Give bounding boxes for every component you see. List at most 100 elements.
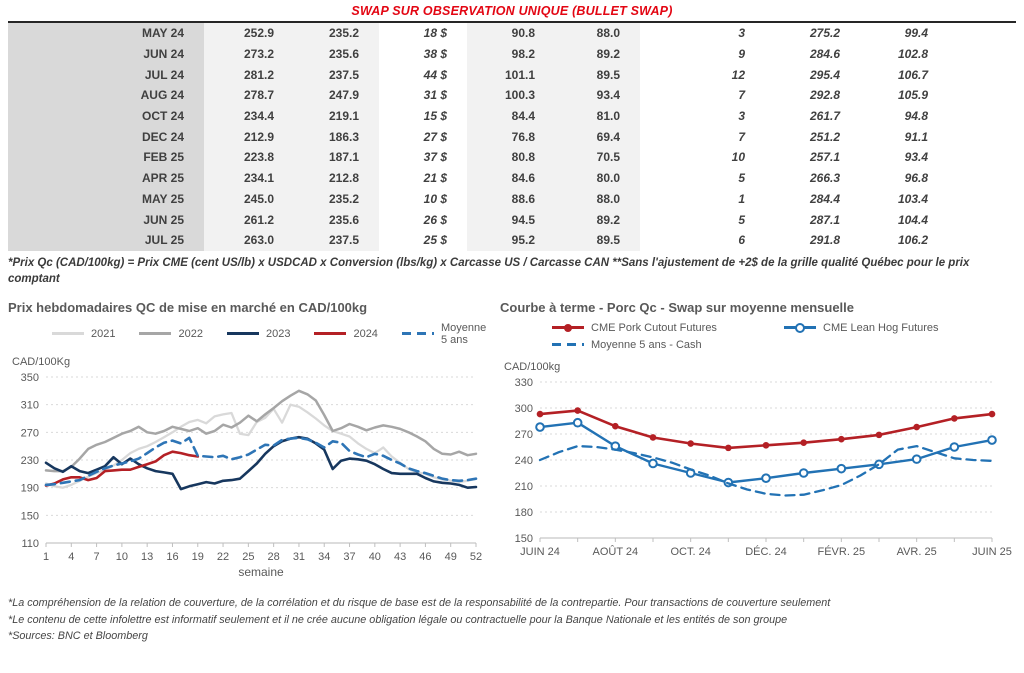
filler-cell	[948, 22, 1016, 44]
series-2022	[44, 389, 478, 473]
value-cell: 106.2	[897, 233, 928, 248]
data-point-marker	[761, 473, 771, 483]
x-tick-label: JUIN 24	[520, 546, 560, 558]
value-cell: 235.2	[294, 22, 379, 44]
value-cell: 6	[738, 233, 745, 248]
value-cell: 252.9	[204, 22, 294, 44]
month-cell: JUL 24	[8, 64, 204, 86]
value-cell: 37 $	[423, 150, 447, 165]
value-cell: 10 $	[423, 191, 447, 206]
legend-row: CME Pork Cutout Futures CME Lean Hog Futu…	[552, 322, 1016, 334]
value-cell: 223.8	[204, 147, 294, 168]
value-cell: 93.4	[904, 150, 928, 165]
weekly-price-chart-svg: CAD/100Kg 110 150 190 230 270 310 350 1 4 7 10 13 16 1…	[12, 356, 482, 579]
data-point-marker	[762, 441, 770, 449]
month-cell: FEB 25	[8, 147, 204, 168]
value-cell: 27 $	[423, 129, 447, 144]
forward-curve-chart-svg: CAD/100kg 150 180 210 240 270 300 330 JUIN 24 AOÛ…	[504, 361, 1012, 558]
value-cell: 88.0	[555, 188, 640, 210]
value-cell: 284.6	[809, 47, 840, 62]
charts-row: Prix hebdomadaires QC de mise en marché …	[8, 300, 1016, 583]
value-cell: 284.4	[809, 191, 840, 206]
series-2024	[44, 450, 200, 487]
data-point-marker	[988, 410, 996, 418]
value-cell: 80.8	[467, 147, 555, 168]
x-tick-label: 19	[192, 551, 204, 563]
value-cell: 10	[731, 150, 745, 165]
document-title: SWAP SUR OBSERVATION UNIQUE (BULLET SWAP…	[351, 4, 673, 18]
value-cell: 234.4	[204, 105, 294, 127]
value-cell: 26 $	[423, 212, 447, 227]
value-cell: 212.9	[204, 126, 294, 148]
month-cell: MAY 25	[8, 188, 204, 210]
weekly-price-chart: Prix hebdomadaires QC de mise en marché …	[8, 300, 494, 583]
data-point-marker	[800, 439, 807, 446]
value-cell: 295.4	[809, 67, 840, 82]
value-cell: 91.1	[904, 129, 928, 144]
data-point-marker	[725, 444, 732, 452]
value-cell: 98.2	[467, 43, 555, 65]
value-cell: 235.6	[294, 43, 379, 65]
value-cell: 88.0	[555, 22, 640, 44]
value-cell: 90.8	[467, 22, 555, 44]
value-cell: 100.3	[467, 85, 555, 106]
forward-chart-legend: CME Pork Cutout Futures CME Lean Hog Futu…	[500, 322, 1016, 356]
value-cell: 38 $	[423, 47, 447, 62]
value-cell: 80.0	[555, 167, 640, 189]
data-point-marker	[987, 435, 997, 445]
value-cell: 237.5	[294, 64, 379, 86]
table-row: APR 25 234.1 212.8 21 $ 84.6 80.0 5 266.3 96.8	[8, 167, 1016, 189]
legend-label: CME Lean Hog Futures	[823, 321, 939, 334]
x-tick-label: DÉC. 24	[745, 545, 787, 558]
value-cell: 12	[731, 67, 745, 82]
y-axis-title: CAD/100kg	[504, 361, 560, 373]
x-tick-label: 43	[394, 551, 406, 563]
legend-label: 2021	[91, 327, 116, 340]
x-tick-label: 46	[419, 551, 431, 563]
dashed-line-swatch-icon	[552, 340, 584, 349]
value-cell: 187.1	[294, 147, 379, 168]
bottom-notes: *La compréhension de la relation de couv…	[8, 595, 1016, 645]
line-swatch-icon	[139, 329, 172, 338]
filler-cell	[948, 126, 1016, 148]
y-tick-label: 190	[21, 483, 39, 495]
data-point-marker	[911, 454, 922, 464]
line-swatch-icon	[314, 329, 347, 338]
newsletter-page: SWAP SUR OBSERVATION UNIQUE (BULLET SWAP…	[8, 4, 1016, 645]
value-cell: 18 $	[423, 26, 447, 41]
value-cell: 70.5	[555, 147, 640, 168]
x-tick-label: FÉVR. 25	[817, 545, 865, 558]
filler-cell	[948, 147, 1016, 168]
x-tick-label: 16	[166, 551, 178, 563]
y-tick-label: 210	[515, 481, 533, 493]
legend-item-2022: 2022	[139, 328, 203, 340]
value-cell: 278.7	[204, 85, 294, 106]
value-cell: 3	[738, 26, 745, 41]
value-cell: 7	[738, 129, 745, 144]
legend-row: 2021 2022 2023 2024 Moyenne 5 ans	[52, 322, 494, 346]
x-tick-label: 1	[43, 551, 49, 563]
x-tick-label: 7	[94, 551, 100, 563]
open-marker-icon	[795, 322, 805, 333]
filler-cell	[948, 43, 1016, 65]
value-cell: 234.1	[204, 167, 294, 189]
month-cell: JUL 25	[8, 229, 204, 251]
month-cell: JUN 25	[8, 209, 204, 230]
y-tick-label: 110	[21, 538, 39, 550]
data-point-marker	[649, 434, 657, 441]
value-cell: 261.7	[809, 109, 840, 124]
value-cell: 44 $	[423, 67, 447, 82]
value-cell: 292.8	[809, 88, 840, 103]
weekly-chart-legend: 2021 2022 2023 2024 Moyenne 5 ans	[8, 322, 494, 351]
forward-chart-title: Courbe à terme - Porc Qc - Swap sur moye…	[500, 299, 854, 315]
value-cell: 31 $	[423, 88, 447, 103]
data-point-marker	[875, 431, 883, 439]
value-cell: 219.1	[294, 105, 379, 127]
month-cell: DEC 24	[8, 126, 204, 148]
data-point-marker	[949, 442, 960, 452]
x-tick-label: AOÛT 24	[593, 545, 639, 558]
value-cell: 21 $	[423, 171, 447, 186]
x-tick-label: 34	[318, 551, 330, 563]
value-cell: 94.5	[467, 209, 555, 230]
y-tick-label: 180	[515, 507, 533, 519]
